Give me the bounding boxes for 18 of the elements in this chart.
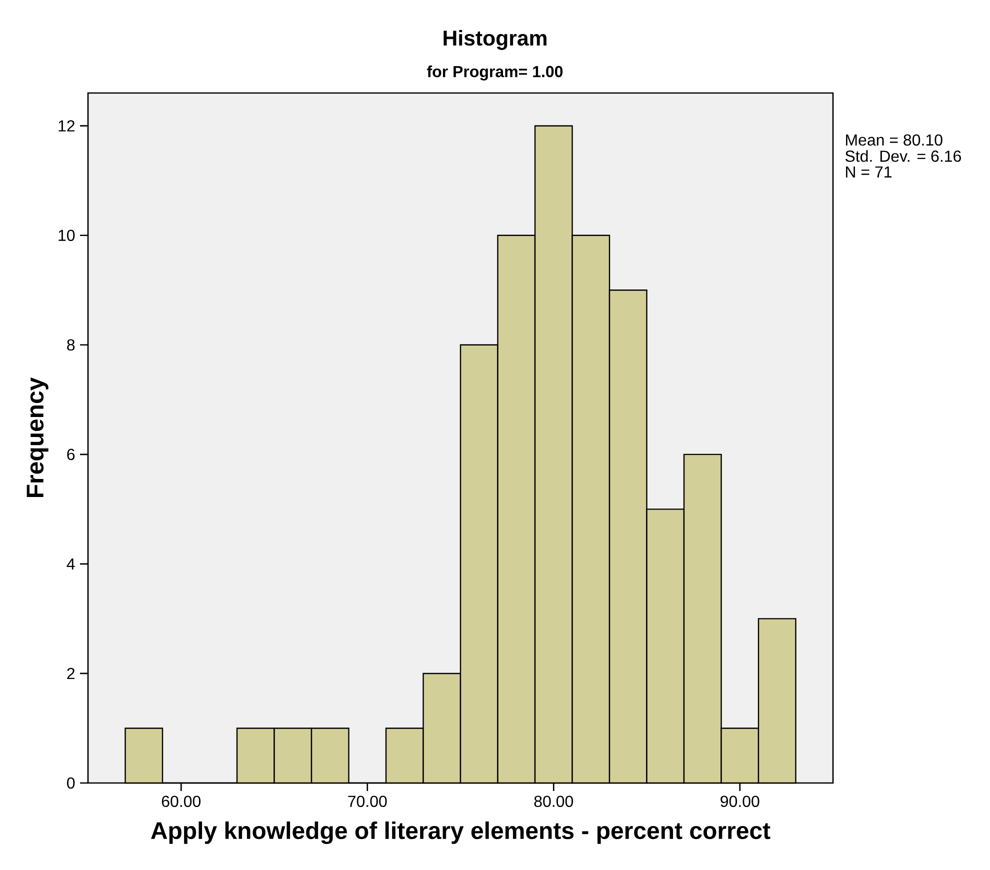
y-tick-label: 6 bbox=[67, 448, 75, 460]
text: Std. Dev. = 6.16 bbox=[845, 150, 961, 162]
y-tick-label: 2 bbox=[67, 668, 74, 680]
chart-title: Histogram bbox=[444, 30, 546, 50]
text: N = 71 bbox=[846, 166, 892, 178]
y-tick-label: 10 bbox=[58, 230, 75, 242]
chart-subtitle: for Program= 1.00 bbox=[427, 66, 563, 80]
x-tick-label: 80.00 bbox=[534, 796, 574, 808]
y-tick-label: 12 bbox=[58, 120, 74, 132]
x-tick-label: 60.00 bbox=[162, 796, 201, 808]
y-tick-label: 8 bbox=[67, 339, 75, 351]
text: Mean = 80.10 bbox=[846, 134, 942, 146]
y-tick-label: 4 bbox=[66, 558, 75, 570]
x-tick-label: 70.00 bbox=[348, 796, 387, 808]
x-tick-label: 90.00 bbox=[720, 796, 760, 808]
y-tick-label: 0 bbox=[67, 777, 75, 789]
x-axis-title: Apply knowledge of literary elements - percent correct bbox=[151, 822, 770, 844]
y-axis-title: Frequency bbox=[26, 377, 48, 498]
